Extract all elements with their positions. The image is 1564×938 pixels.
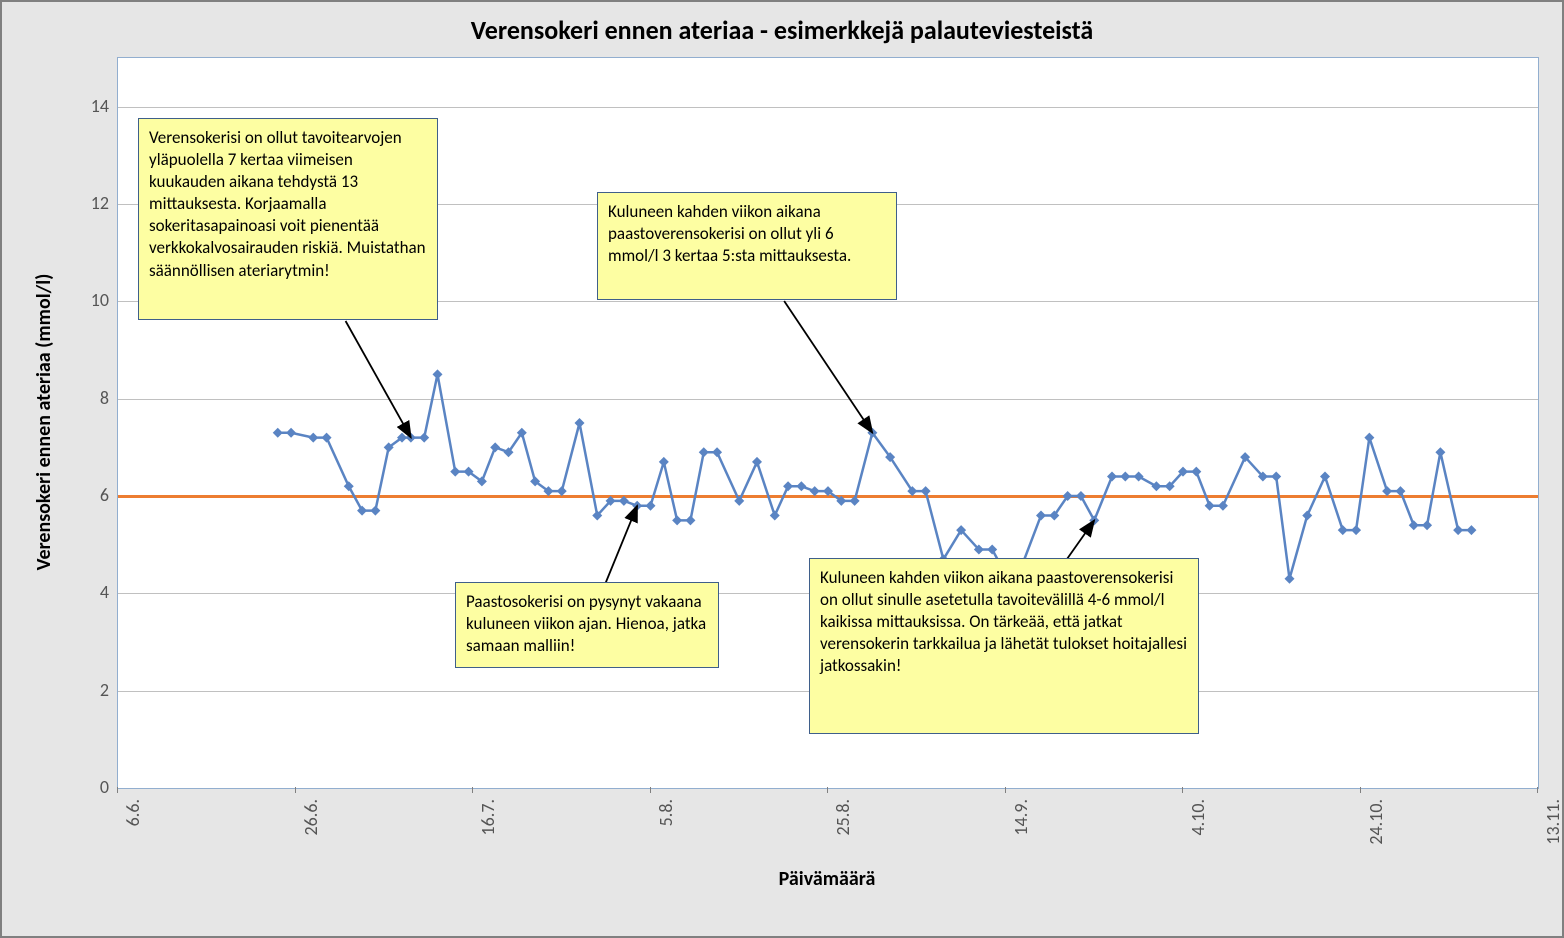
y-tick-label: 14 xyxy=(2,95,109,117)
y-tick-label: 0 xyxy=(2,776,109,798)
y-tick-label: 12 xyxy=(2,192,109,214)
data-marker xyxy=(796,481,806,491)
data-marker xyxy=(1435,447,1445,457)
data-marker xyxy=(419,433,429,443)
data-marker xyxy=(1302,510,1312,520)
data-marker xyxy=(1466,525,1476,535)
data-marker xyxy=(1151,481,1161,491)
callout-4: Kuluneen kahden viikon aikana paastovere… xyxy=(809,558,1199,734)
data-marker xyxy=(619,496,629,506)
data-marker xyxy=(1107,472,1117,482)
data-marker xyxy=(1422,520,1432,530)
x-tick-label: 13.11. xyxy=(1542,799,1564,869)
data-marker xyxy=(1351,525,1361,535)
data-marker xyxy=(1134,472,1144,482)
x-tick-label: 4.10. xyxy=(1187,799,1209,869)
chart-title: Verensokeri ennen ateriaa - esimerkkejä … xyxy=(2,2,1562,46)
x-tick-mark xyxy=(1537,787,1538,793)
data-marker xyxy=(450,467,460,477)
data-marker xyxy=(273,428,283,438)
x-tick-mark xyxy=(117,787,118,793)
data-marker xyxy=(987,545,997,555)
data-marker xyxy=(1205,501,1215,511)
data-marker xyxy=(770,510,780,520)
data-marker xyxy=(1120,472,1130,482)
callout-arrow xyxy=(606,506,638,583)
data-marker xyxy=(734,496,744,506)
callout-arrow xyxy=(1067,520,1094,559)
callout-arrow xyxy=(784,301,872,433)
data-marker xyxy=(1338,525,1348,535)
data-marker xyxy=(850,496,860,506)
x-tick-mark xyxy=(1360,787,1361,793)
data-marker xyxy=(557,486,567,496)
x-tick-label: 14.9. xyxy=(1010,799,1032,869)
data-marker xyxy=(308,433,318,443)
data-marker xyxy=(1364,433,1374,443)
callout-1: Verensokerisi on ollut tavoitearvojen yl… xyxy=(138,118,438,320)
x-tick-mark xyxy=(1005,787,1006,793)
x-axis-title: Päivämäärä xyxy=(117,867,1537,891)
x-tick-label: 5.8. xyxy=(655,799,677,869)
x-tick-mark xyxy=(827,787,828,793)
data-marker xyxy=(659,457,669,467)
data-marker xyxy=(1218,501,1228,511)
data-marker xyxy=(1382,486,1392,496)
data-marker xyxy=(646,501,656,511)
x-tick-mark xyxy=(295,787,296,793)
data-marker xyxy=(1453,525,1463,535)
data-marker xyxy=(1271,472,1281,482)
callout-3: Paastosokerisi on pysynyt vakaana kulune… xyxy=(455,582,719,668)
x-tick-label: 26.6. xyxy=(300,799,322,869)
x-tick-label: 6.6. xyxy=(122,799,144,869)
x-tick-label: 24.10. xyxy=(1365,799,1387,869)
x-tick-mark xyxy=(472,787,473,793)
data-marker xyxy=(357,506,367,516)
x-tick-mark xyxy=(650,787,651,793)
data-marker xyxy=(344,481,354,491)
data-marker xyxy=(712,447,722,457)
data-marker xyxy=(322,433,332,443)
data-marker xyxy=(1395,486,1405,496)
data-marker xyxy=(1191,467,1201,477)
data-marker xyxy=(286,428,296,438)
x-tick-label: 25.8. xyxy=(832,799,854,869)
data-marker xyxy=(699,447,709,457)
data-marker xyxy=(433,369,443,379)
data-marker xyxy=(490,442,500,452)
data-marker xyxy=(672,515,682,525)
data-marker xyxy=(783,481,793,491)
y-tick-label: 2 xyxy=(2,679,109,701)
data-line xyxy=(278,374,1472,578)
data-marker xyxy=(810,486,820,496)
callout-2: Kuluneen kahden viikon aikana paastovere… xyxy=(597,192,897,300)
data-marker xyxy=(1320,472,1330,482)
data-marker xyxy=(1409,520,1419,530)
x-tick-label: 16.7. xyxy=(477,799,499,869)
data-marker xyxy=(1285,574,1295,584)
data-marker xyxy=(685,515,695,525)
data-marker xyxy=(575,418,585,428)
chart-frame: Verensokeri ennen ateriaa - esimerkkejä … xyxy=(0,0,1564,938)
x-tick-mark xyxy=(1182,787,1183,793)
callout-arrow xyxy=(346,321,411,438)
data-marker xyxy=(1076,491,1086,501)
y-axis-title: Verensokeri ennen ateriaa (mmol/l) xyxy=(32,222,56,622)
data-marker xyxy=(370,506,380,516)
data-marker xyxy=(752,457,762,467)
data-marker xyxy=(1036,510,1046,520)
data-marker xyxy=(921,486,931,496)
